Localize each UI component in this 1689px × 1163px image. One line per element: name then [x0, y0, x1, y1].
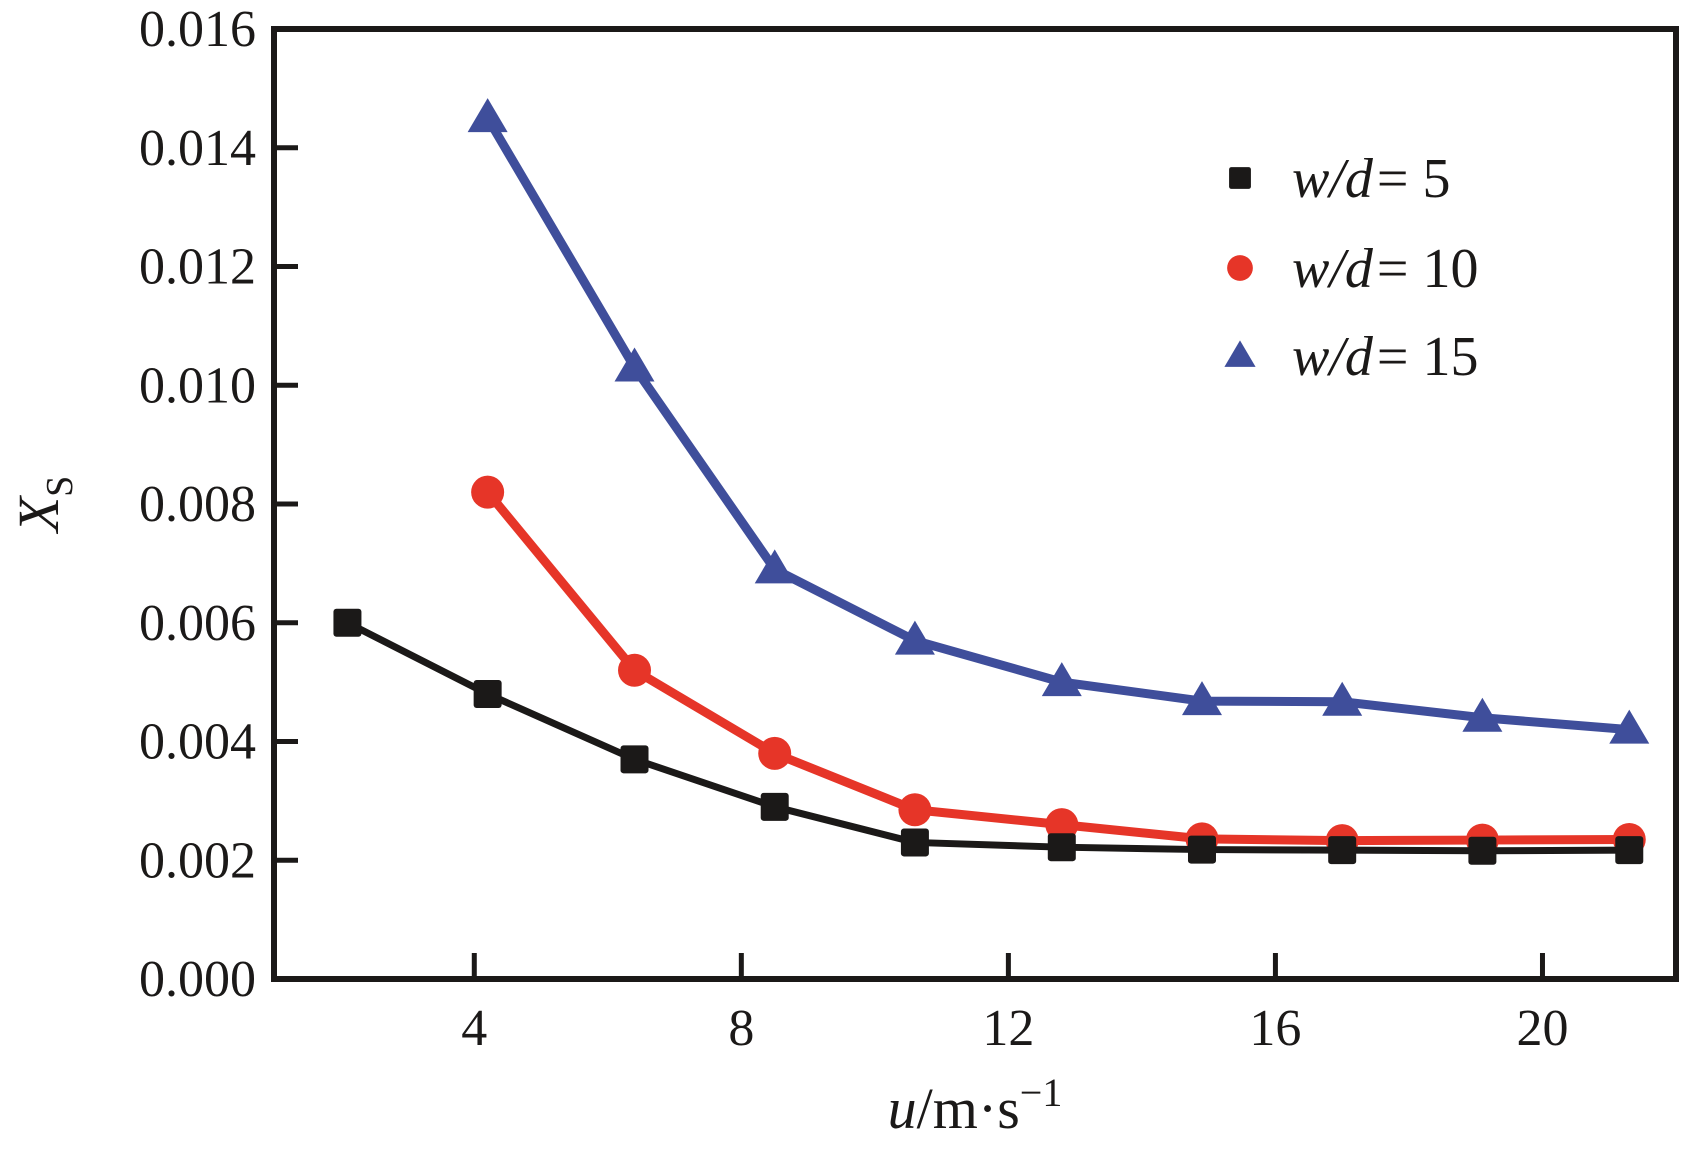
series-wd5-marker [473, 680, 502, 708]
series-wd15 [467, 98, 1650, 744]
x-tick-label: 16 [1249, 1000, 1301, 1057]
legend-label: w/d= 10 [1292, 238, 1479, 300]
x-tick-label: 12 [982, 1000, 1034, 1057]
series-wd10-marker [758, 736, 792, 770]
series-wd15-marker [467, 98, 508, 133]
series-wd15-marker [614, 347, 655, 382]
series-wd5-marker [1328, 836, 1357, 865]
series-wd5-marker [1615, 836, 1644, 865]
series-wd10 [471, 475, 1646, 858]
y-tick-label: 0.004 [139, 714, 256, 771]
y-axis-label: XS [6, 476, 81, 535]
series-wd15-marker [1322, 681, 1363, 716]
y-tick-label: 0.006 [139, 595, 256, 652]
series-wd15-marker [1041, 662, 1082, 697]
legend-marker-triangle [1224, 340, 1256, 367]
series-wd10-marker [471, 475, 505, 509]
legend-marker-square [1229, 167, 1251, 189]
x-tick-label: 4 [461, 1000, 487, 1057]
y-tick-label: 0.002 [139, 832, 256, 889]
series-wd10-marker [1045, 808, 1079, 842]
series-wd10-line [483, 487, 1634, 846]
y-axis: 0.000 0.002 0.004 0.006 0.008 0.010 0.012 0.014… [139, 1, 298, 1008]
legend-label: w/d= 5 [1292, 148, 1451, 210]
series-wd5-marker [333, 608, 362, 637]
series-wd15-marker [1181, 681, 1222, 716]
series-wd5-line [343, 619, 1633, 855]
x-axis-label: u/m·s−1 [888, 1070, 1063, 1141]
series-wd5-marker [900, 828, 929, 857]
x-tick-label: 20 [1516, 1000, 1568, 1057]
series-wd5-marker [760, 792, 789, 821]
y-tick-label: 0.010 [139, 357, 256, 414]
series-wd15-marker [1462, 697, 1503, 732]
legend-label: w/d= 15 [1292, 326, 1479, 388]
legend-marker-circle [1227, 255, 1253, 281]
series-wd5-marker [1187, 835, 1216, 864]
series-wd10-marker [898, 793, 932, 827]
y-tick-label: 0.008 [139, 476, 256, 533]
y-tick-label: 0.016 [139, 1, 256, 58]
series-wd5-marker [1047, 833, 1076, 862]
series-wd5 [333, 608, 1644, 865]
series-wd5-marker [1468, 836, 1497, 865]
x-axis: 4 8 12 16 20 [461, 953, 1568, 1057]
y-tick-label: 0.014 [139, 120, 256, 177]
y-tick-label: 0.012 [139, 239, 256, 296]
series-wd15-marker [754, 549, 795, 584]
y-tick-label: 0.000 [139, 951, 256, 1008]
series-wd5-marker [620, 745, 649, 774]
x-tick-label: 8 [728, 1000, 754, 1057]
series-wd15-marker [1609, 709, 1650, 744]
legend: w/d= 5 w/d= 10 w/d= 15 [1224, 148, 1479, 388]
series-wd15-line [483, 113, 1634, 735]
series-wd15-marker [894, 620, 935, 655]
series-wd10-marker [618, 653, 652, 687]
